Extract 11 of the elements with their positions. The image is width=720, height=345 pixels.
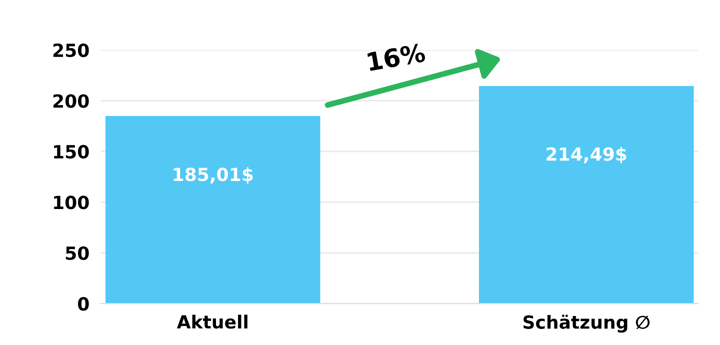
y-tick-label: 0	[78, 297, 89, 311]
x-tick-label: Aktuell	[176, 314, 248, 329]
data-label: 214,49$	[546, 146, 626, 164]
y-tick-label: 200	[53, 94, 89, 108]
annotation: 16%	[367, 42, 426, 72]
y-tick-label: 50	[66, 246, 89, 260]
y-tick-label: 100	[54, 196, 89, 210]
data-label: 185,01$	[174, 167, 253, 184]
y-tick-label: 250	[53, 43, 89, 58]
x-tick-label: Schätzung ∅	[524, 314, 650, 333]
y-tick-label: 150	[54, 144, 89, 159]
